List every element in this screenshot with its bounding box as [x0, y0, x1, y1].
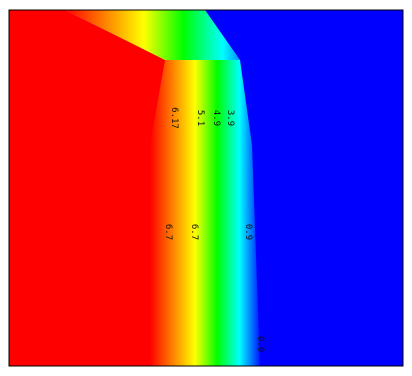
field-band-lower [150, 60, 262, 366]
field-bands [9, 10, 403, 366]
contour-label: 0.0 [255, 336, 265, 352]
field-band-upper [65, 10, 262, 60]
field-region-red [9, 10, 165, 366]
contour-label: 6.7 [189, 224, 199, 240]
contour-label: 0.9 [243, 224, 253, 240]
contour-label: 4.9 [211, 110, 221, 126]
plot-frame [8, 9, 404, 367]
contour-label: 6.17 [169, 107, 179, 129]
contour-label: 3.9 [225, 110, 235, 126]
contour-label: 6.7 [163, 224, 173, 240]
contour-labels: 6.17 5.1 4.9 3.9 6.7 6.7 0.9 0.0 [163, 107, 265, 352]
field-region-blue [205, 10, 403, 366]
contour-label: 5.1 [195, 110, 205, 126]
